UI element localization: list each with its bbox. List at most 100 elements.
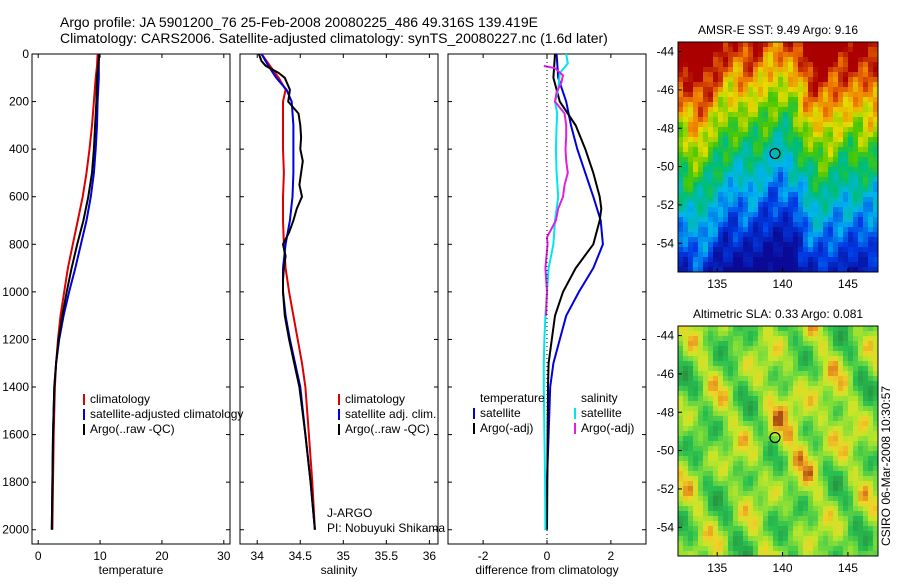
heatmap-cell <box>743 57 749 63</box>
heatmap-cell <box>778 436 784 442</box>
heatmap-cell <box>733 441 739 447</box>
heatmap-cell <box>813 107 819 113</box>
heatmap-cell <box>803 541 809 547</box>
heatmap-cell <box>783 516 789 522</box>
heatmap-cell <box>803 62 809 68</box>
heatmap-cell <box>778 336 784 342</box>
heatmap-cell <box>833 57 839 63</box>
heatmap-cell <box>698 376 704 382</box>
heatmap-cell <box>788 262 794 268</box>
heatmap-cell <box>733 162 739 168</box>
heatmap-cell <box>778 371 784 377</box>
heatmap-cell <box>793 262 799 268</box>
heatmap-cell <box>723 326 729 332</box>
heatmap-cell <box>818 267 824 273</box>
heatmap-cell <box>813 371 819 377</box>
heatmap-cell <box>818 351 824 357</box>
heatmap-cell <box>698 356 704 362</box>
heatmap-cell <box>843 87 849 93</box>
heatmap-cell <box>793 42 799 48</box>
heatmap-cell <box>743 386 749 392</box>
heatmap-cell <box>783 157 789 163</box>
heatmap-cell <box>748 386 754 392</box>
heatmap-cell <box>683 177 689 183</box>
heatmap-cell <box>683 62 689 68</box>
heatmap-cell <box>733 476 739 482</box>
heatmap-cell <box>758 67 764 73</box>
heatmap-cell <box>838 471 844 477</box>
heatmap-cell <box>703 142 709 148</box>
heatmap-cell <box>688 551 694 557</box>
heatmap-cell <box>813 267 819 273</box>
heatmap-cell <box>808 526 814 532</box>
heatmap-cell <box>678 182 684 188</box>
heatmap-cell <box>793 356 799 362</box>
heatmap-cell <box>723 257 729 263</box>
heatmap-cell <box>698 82 704 88</box>
heatmap-cell <box>693 351 699 357</box>
heatmap-cell <box>733 411 739 417</box>
heatmap-cell <box>703 262 709 268</box>
heatmap-cell <box>798 331 804 337</box>
heatmap-cell <box>873 381 879 387</box>
heatmap-cell <box>863 391 869 397</box>
heatmap-cell <box>828 197 834 203</box>
y-tick-label: -54 <box>657 236 675 250</box>
heatmap-cell <box>693 147 699 153</box>
heatmap-cell <box>863 351 869 357</box>
heatmap-cell <box>853 62 859 68</box>
heatmap-cell <box>873 82 879 88</box>
legend-entry: Argo(-adj) <box>581 421 634 435</box>
heatmap-cell <box>773 326 779 332</box>
heatmap-cell <box>803 252 809 258</box>
heatmap-cell <box>733 436 739 442</box>
heatmap-cell <box>728 77 734 83</box>
heatmap-cell <box>798 87 804 93</box>
heatmap-cell <box>743 42 749 48</box>
heatmap-cell <box>703 242 709 248</box>
heatmap-cell <box>828 421 834 427</box>
heatmap-cell <box>833 117 839 123</box>
heatmap-cell <box>693 526 699 532</box>
heatmap-cell <box>828 247 834 253</box>
heatmap-cell <box>813 42 819 48</box>
heatmap-cell <box>703 147 709 153</box>
heatmap-cell <box>768 137 774 143</box>
heatmap-cell <box>708 67 714 73</box>
heatmap-cell <box>683 92 689 98</box>
heatmap-cell <box>743 371 749 377</box>
heatmap-cell <box>738 117 744 123</box>
heatmap-cell <box>773 102 779 108</box>
heatmap-cell <box>688 42 694 48</box>
heatmap-cell <box>693 391 699 397</box>
heatmap-cell <box>863 92 869 98</box>
heatmap-cell <box>728 411 734 417</box>
heatmap-cell <box>708 516 714 522</box>
heatmap-cell <box>778 376 784 382</box>
heatmap-cell <box>683 117 689 123</box>
heatmap-cell <box>693 72 699 78</box>
heatmap-cell <box>788 356 794 362</box>
heatmap-cell <box>848 481 854 487</box>
heatmap-cell <box>798 222 804 228</box>
heatmap-cell <box>813 461 819 467</box>
heatmap-cell <box>698 52 704 58</box>
heatmap-cell <box>733 486 739 492</box>
heatmap-cell <box>858 466 864 472</box>
heatmap-cell <box>773 361 779 367</box>
heatmap-cell <box>783 72 789 78</box>
heatmap-cell <box>728 341 734 347</box>
heatmap-cell <box>853 167 859 173</box>
heatmap-cell <box>873 62 879 68</box>
heatmap-cell <box>728 172 734 178</box>
heatmap-cell <box>833 122 839 128</box>
heatmap-cell <box>688 356 694 362</box>
heatmap-cell <box>873 446 879 452</box>
heatmap-cell <box>708 336 714 342</box>
heatmap-cell <box>748 257 754 263</box>
temperature-panel: 0 10 20 30020040060080010001200140016001800… <box>2 47 243 577</box>
heatmap-cell <box>848 77 854 83</box>
heatmap-cell <box>858 242 864 248</box>
heatmap-cell <box>733 451 739 457</box>
heatmap-cell <box>838 47 844 53</box>
